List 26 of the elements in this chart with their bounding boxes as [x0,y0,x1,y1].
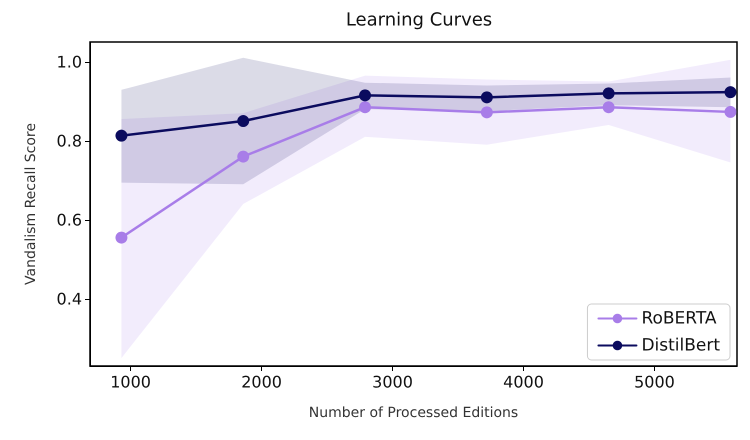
legend-label: DistilBert [641,336,720,356]
y-axis-title: Vandalism Recall Score [23,123,39,285]
legend-label: RoBERTA [641,308,717,328]
y-tick-label: 1.0 [56,52,82,72]
x-tick-label: 3000 [372,372,413,392]
point [115,232,128,244]
point [480,91,493,104]
point [237,115,250,128]
x-tick-label: 1000 [110,372,151,392]
point [724,86,736,98]
point [359,101,372,114]
x-tick-label: 5000 [634,372,675,392]
point [237,150,250,163]
point [602,101,615,114]
y-tick-label: 0.6 [56,210,82,230]
point [115,130,128,142]
y-tick-label: 0.8 [56,131,82,150]
chart-title: Learning Curves [346,10,492,30]
x-tick-label: 4000 [503,372,544,392]
point [724,106,736,118]
point [602,87,615,100]
y-tick-label: 0.4 [56,289,82,308]
point [359,89,372,102]
x-axis-title: Number of Processed Editions [308,405,518,421]
x-tick-label: 2000 [241,372,282,392]
point [480,106,493,118]
